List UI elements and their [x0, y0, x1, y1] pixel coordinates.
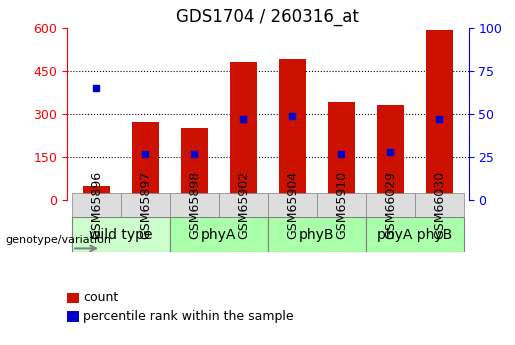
- Text: GSM66029: GSM66029: [384, 171, 397, 239]
- Bar: [67, 311, 79, 322]
- FancyBboxPatch shape: [121, 193, 170, 217]
- Text: genotype/variation: genotype/variation: [5, 235, 111, 245]
- Text: GSM65902: GSM65902: [237, 171, 250, 239]
- Bar: [279, 59, 306, 200]
- Text: GSM65896: GSM65896: [90, 171, 103, 239]
- Title: GDS1704 / 260316_at: GDS1704 / 260316_at: [176, 8, 359, 26]
- Text: phyB: phyB: [299, 228, 335, 242]
- Bar: [67, 293, 79, 303]
- FancyBboxPatch shape: [170, 193, 219, 217]
- Text: phyA phyB: phyA phyB: [377, 228, 452, 242]
- FancyBboxPatch shape: [170, 217, 268, 252]
- FancyBboxPatch shape: [268, 217, 366, 252]
- FancyBboxPatch shape: [72, 193, 121, 217]
- Text: GSM65898: GSM65898: [188, 171, 201, 239]
- FancyBboxPatch shape: [72, 217, 170, 252]
- FancyBboxPatch shape: [268, 193, 317, 217]
- Text: GSM65910: GSM65910: [335, 171, 348, 239]
- Text: phyA: phyA: [201, 228, 236, 242]
- Bar: [132, 122, 159, 200]
- FancyBboxPatch shape: [366, 217, 464, 252]
- Bar: [426, 30, 453, 200]
- FancyBboxPatch shape: [219, 193, 268, 217]
- Text: wild type: wild type: [89, 228, 152, 242]
- Text: count: count: [83, 292, 118, 304]
- Text: GSM65904: GSM65904: [286, 171, 299, 239]
- Bar: [328, 102, 355, 200]
- Bar: [83, 186, 110, 200]
- Text: GSM65897: GSM65897: [139, 171, 152, 239]
- FancyBboxPatch shape: [317, 193, 366, 217]
- Bar: [230, 62, 257, 200]
- Text: percentile rank within the sample: percentile rank within the sample: [83, 310, 294, 323]
- FancyBboxPatch shape: [366, 193, 415, 217]
- Bar: [181, 128, 208, 200]
- Bar: [377, 105, 404, 200]
- Text: GSM66030: GSM66030: [433, 171, 446, 239]
- FancyBboxPatch shape: [415, 193, 464, 217]
